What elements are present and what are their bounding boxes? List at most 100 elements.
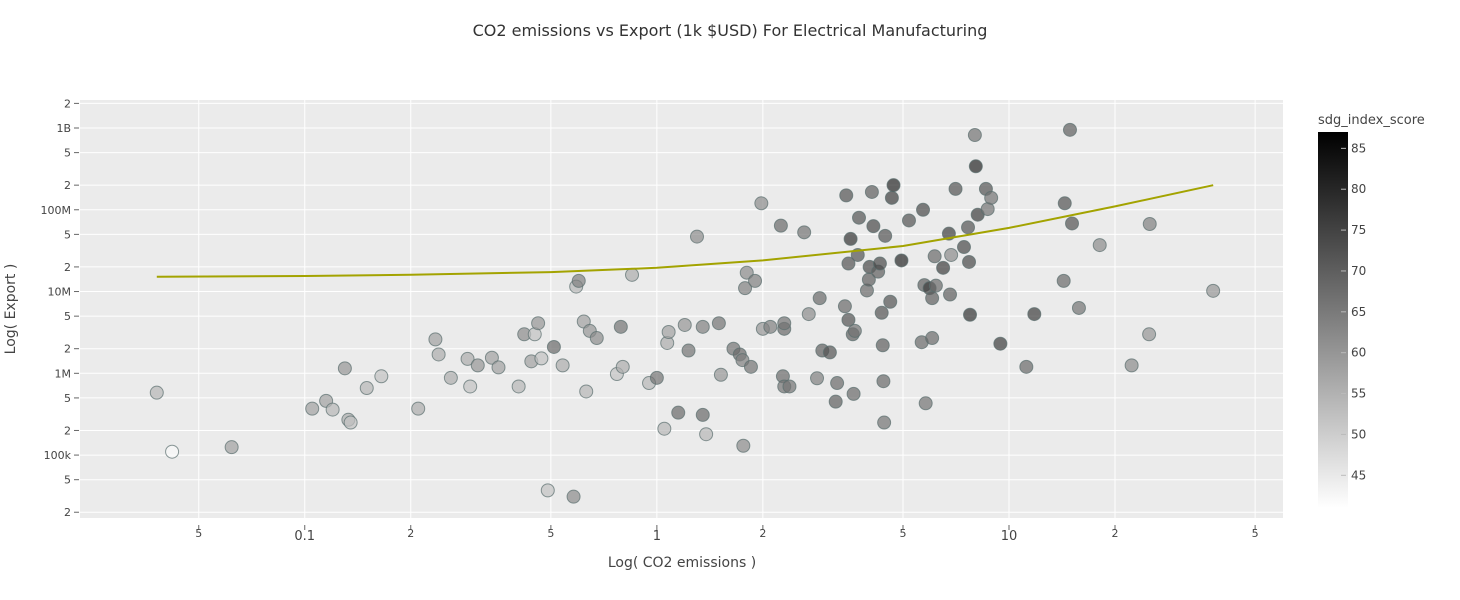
data-point [615, 359, 630, 374]
data-point [484, 350, 499, 365]
data-point [736, 438, 751, 453]
data-point [337, 361, 352, 376]
data-point [1019, 359, 1034, 374]
y-tick-label: 2 [64, 343, 71, 356]
data-point [695, 319, 710, 334]
data-point [1142, 327, 1157, 342]
y-tick-label: 5 [64, 310, 71, 323]
data-point [511, 379, 526, 394]
data-point [411, 401, 426, 416]
data-point [822, 345, 837, 360]
data-point [681, 343, 696, 358]
data-point [963, 307, 978, 322]
data-point [739, 265, 754, 280]
colorbar-tick-label: 70 [1351, 264, 1366, 278]
data-point [1065, 216, 1080, 231]
data-point [773, 218, 788, 233]
data-point [830, 376, 845, 391]
data-point [962, 254, 977, 269]
x-tick-label: 2 [1111, 527, 1118, 540]
data-point [876, 374, 891, 389]
data-point [852, 210, 867, 225]
colorbar-tick-label: 55 [1351, 387, 1366, 401]
data-point [843, 231, 858, 246]
data-point [625, 267, 640, 282]
data-point [782, 379, 797, 394]
data-point [839, 188, 854, 203]
data-point [738, 281, 753, 296]
data-point [956, 240, 971, 255]
x-tick-label: 2 [407, 527, 414, 540]
x-tick-label: 2 [759, 527, 766, 540]
data-point [491, 360, 506, 375]
data-point [428, 332, 443, 347]
y-tick-label: 5 [64, 228, 71, 241]
data-point [961, 220, 976, 235]
data-point [546, 339, 561, 354]
data-point [613, 319, 628, 334]
data-point [874, 305, 889, 320]
data-point [589, 331, 604, 346]
data-point [1092, 238, 1107, 253]
data-point [763, 319, 778, 334]
y-tick-label: 1M [55, 367, 72, 380]
data-point [671, 405, 686, 420]
y-tick-label: 10M [48, 286, 72, 299]
data-point [224, 440, 239, 455]
y-tick-label: 5 [64, 147, 71, 160]
data-point [918, 396, 933, 411]
y-tick-label: 2 [64, 179, 71, 192]
data-point [927, 249, 942, 264]
data-point [149, 385, 164, 400]
data-point [754, 196, 769, 211]
data-point [431, 347, 446, 362]
colorbar [1318, 132, 1348, 508]
data-point [325, 402, 340, 417]
chart-title: CO2 emissions vs Export (1k $USD) For El… [473, 21, 988, 40]
data-point [1062, 122, 1077, 137]
data-point [1056, 273, 1071, 288]
data-point [837, 299, 852, 314]
y-tick-label: 100k [44, 449, 72, 462]
data-point [886, 178, 901, 193]
data-point [841, 312, 856, 327]
data-point [948, 181, 963, 196]
data-point [967, 128, 982, 143]
data-point [968, 159, 983, 174]
data-point [877, 415, 892, 430]
data-point [841, 256, 856, 271]
colorbar-tick-label: 60 [1351, 346, 1366, 360]
data-point [748, 273, 763, 288]
data-point [984, 190, 999, 205]
data-point [689, 229, 704, 244]
data-point [864, 184, 879, 199]
data-point [460, 351, 475, 366]
data-point [165, 444, 180, 459]
data-point [1027, 307, 1042, 322]
colorbar-tick-label: 65 [1351, 305, 1366, 319]
data-point [470, 358, 485, 373]
colorbar-title: sdg_index_score [1318, 113, 1425, 128]
data-point [657, 421, 672, 436]
data-point [359, 381, 374, 396]
data-point [1142, 216, 1157, 231]
data-point [894, 253, 909, 268]
x-axis-ticks: 5 0.1 2 5 1 2 5 10 2 5 [195, 525, 1259, 544]
data-point [993, 336, 1008, 351]
x-tick-label: 5 [899, 527, 906, 540]
data-point [916, 202, 931, 217]
data-point [866, 219, 881, 234]
data-point [677, 317, 692, 332]
data-point [812, 291, 827, 306]
colorbar-tick-label: 75 [1351, 223, 1366, 237]
data-point [878, 228, 893, 243]
y-tick-label: 5 [64, 474, 71, 487]
colorbar-tick-label: 45 [1351, 468, 1366, 482]
data-point [695, 407, 710, 422]
y-tick-label: 1B [56, 122, 71, 135]
x-tick-label: 5 [195, 527, 202, 540]
data-point [936, 260, 951, 275]
data-point [374, 369, 389, 384]
data-point [555, 358, 570, 373]
